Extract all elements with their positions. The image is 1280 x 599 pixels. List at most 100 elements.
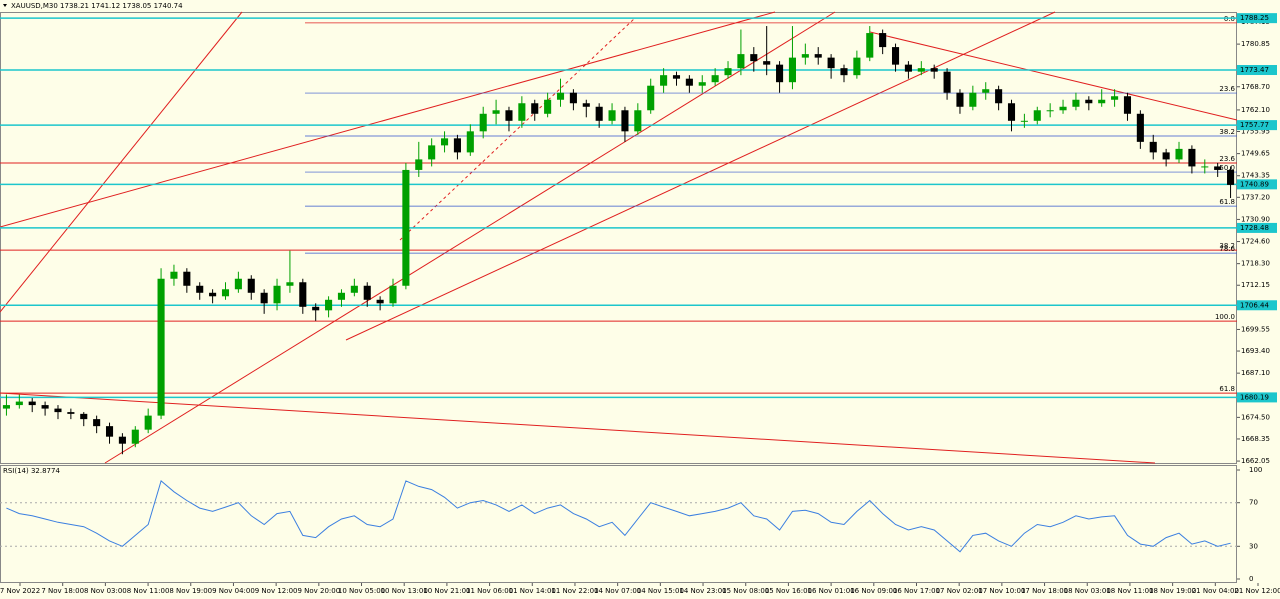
candle-body (995, 89, 1003, 104)
rsi-title: RSI(14) 32.8774 (3, 467, 60, 475)
candle-body (118, 436, 126, 444)
y-tick-label: 70 (1249, 499, 1258, 507)
rsi-line (6, 480, 1231, 553)
y-tick-label: 1693.40 (1241, 347, 1270, 355)
trendline (869, 31, 1238, 121)
candle-body (1201, 166, 1209, 168)
candle-body (15, 401, 23, 406)
fib-label: 100.0 (1215, 313, 1235, 321)
candle-body (556, 92, 565, 100)
candle-body (492, 110, 500, 114)
candle-body (260, 292, 268, 304)
candle-body (711, 75, 719, 83)
candle-body (196, 285, 204, 293)
x-tick-label: 17 Nov 10:00 (978, 587, 1025, 595)
candle-body (1188, 148, 1196, 167)
candle-body (1098, 99, 1106, 104)
y-tick-label: 0 (1249, 575, 1253, 583)
candle-body (479, 113, 487, 132)
candle-body (221, 289, 230, 297)
candle-body (788, 57, 796, 83)
y-tick-label: 1755.95 (1241, 128, 1270, 136)
candle-body (325, 299, 333, 311)
level-label: 1773.47 (1240, 66, 1269, 74)
candle-body (144, 415, 152, 430)
candle-body (776, 64, 784, 83)
candle-body (389, 285, 397, 304)
candle-body (531, 103, 539, 114)
level-label-box (1237, 222, 1277, 233)
candle-body (453, 138, 461, 153)
x-tick-label: 8 Nov 03:00 (84, 587, 127, 595)
y-tick-label: 1699.55 (1241, 325, 1270, 333)
candle-body (685, 78, 693, 86)
y-tick-label: 1724.60 (1241, 238, 1270, 246)
candle-body (157, 278, 165, 416)
x-tick-label: 11 Nov 06:00 (466, 587, 513, 595)
x-tick-label: 16 Nov 09:00 (850, 587, 897, 595)
level-label-box (1237, 392, 1277, 403)
candle-body (840, 68, 848, 76)
x-tick-label: 11 Nov 22:00 (551, 587, 598, 595)
x-tick-label: 15 Nov 08:00 (722, 587, 769, 595)
x-tick-label: 10 Nov 21:00 (423, 587, 470, 595)
rsi-pane-frame (0, 465, 1237, 583)
fib-label: 61.8 (1219, 385, 1235, 393)
y-tick-label: 1743.35 (1241, 172, 1270, 180)
candle-body (853, 57, 861, 76)
candle-body (299, 282, 307, 307)
candle-body (54, 408, 62, 413)
candle-body (582, 103, 590, 107)
level-label: 1757.77 (1240, 121, 1269, 129)
candle-body (660, 75, 668, 86)
candle-body (105, 426, 114, 437)
candle-body (956, 92, 964, 107)
candle-body (402, 169, 410, 286)
y-tick-label: 1768.70 (1241, 83, 1270, 91)
x-tick-label: 14 Nov 23:00 (679, 587, 726, 595)
price-pane-frame (0, 12, 1237, 464)
y-tick-label: 100 (1249, 466, 1262, 474)
candle-body (2, 405, 10, 409)
level-label-box (1237, 179, 1277, 190)
candle-body (183, 271, 191, 286)
header-arrow (3, 4, 7, 7)
candle-body (1175, 148, 1183, 160)
candle-body (67, 412, 75, 414)
candle-body (969, 92, 977, 107)
candle-body (879, 33, 887, 48)
candle-body (415, 159, 423, 170)
level-label: 1680.19 (1240, 393, 1269, 401)
trendline (0, 11, 243, 313)
x-tick-label: 9 Nov 12:00 (255, 587, 298, 595)
x-tick-label: 15 Nov 16:00 (765, 587, 812, 595)
level-label: 1728.48 (1240, 224, 1269, 232)
candle-body (595, 106, 603, 121)
x-tick-label: 11 Nov 14:00 (509, 587, 556, 595)
candle-body (621, 110, 629, 132)
candle-body (247, 278, 255, 293)
x-tick-label: 7 Nov 18:00 (41, 587, 84, 595)
trendline (345, 11, 1056, 341)
x-tick-label: 17 Nov 02:00 (936, 587, 983, 595)
candle-body (1059, 106, 1067, 111)
candle-body (737, 54, 745, 69)
y-tick-label: 1662.05 (1241, 457, 1270, 465)
y-tick-label: 1674.50 (1241, 413, 1270, 421)
x-tick-label: 14 Nov 15:00 (637, 587, 684, 595)
candle-body (608, 110, 616, 121)
candle-body (286, 282, 294, 286)
fib-label: 38.2 (1219, 128, 1235, 136)
candle-body (904, 64, 912, 72)
candle-body (170, 271, 178, 279)
candle-body (131, 429, 139, 444)
candle-body (93, 419, 101, 427)
y-tick-label: 1762.10 (1241, 106, 1270, 114)
candle-body (505, 110, 513, 121)
y-tick-label: 1687.10 (1241, 369, 1270, 377)
level-label: 1788.25 (1240, 14, 1269, 22)
candle-body (376, 299, 384, 304)
x-tick-label: 9 Nov 04:00 (212, 587, 255, 595)
